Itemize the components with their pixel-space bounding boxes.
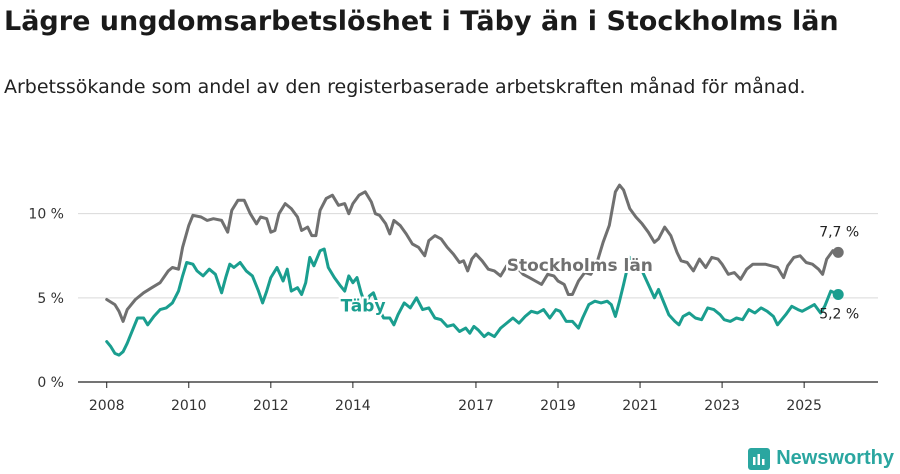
brand-name: Newsworthy (776, 447, 894, 469)
x-tick-label: 2017 (458, 398, 494, 414)
gridlines (78, 213, 878, 299)
x-axis: 2008 2010 2012 2014 2017 2019 2021 2023 2025 (78, 381, 878, 414)
x-tick-label: 2014 (335, 398, 371, 414)
x-tick-label: 2025 (786, 398, 822, 414)
series-label-stockholm: Stockholms län (507, 256, 653, 276)
y-tick-label: 5 % (37, 291, 64, 307)
series-label-taby: Täby (341, 296, 386, 316)
end-point-taby (832, 288, 844, 300)
x-tick-label: 2008 (89, 398, 125, 414)
page-subtitle: Arbetssökande som andel av den registerb… (4, 76, 806, 98)
y-tick-label: 10 % (28, 207, 64, 223)
end-label-stockholm: 7,7 % (819, 224, 859, 240)
newsworthy-logo-icon (748, 447, 771, 470)
x-tick-label: 2019 (540, 398, 576, 414)
x-tick-label: 2012 (253, 398, 289, 414)
x-tick-label: 2023 (704, 398, 740, 414)
end-label-taby: 5,2 % (819, 306, 859, 322)
series-labels: 7,7 % 5,2 % Stockholms län Täby (339, 224, 860, 322)
y-tick-label: 0 % (37, 375, 64, 391)
end-point-stockholm (832, 246, 844, 258)
x-tick-label: 2010 (171, 398, 207, 414)
newsworthy-logo: Newsworthy (748, 447, 894, 470)
page-title: Lägre ungdomsarbetslöshet i Täby än i St… (4, 6, 839, 37)
y-axis-ticks: 0 % 5 % 10 % (28, 207, 64, 391)
series-line-taby (105, 247, 840, 357)
series-line-stockholm (105, 183, 840, 323)
x-tick-label: 2021 (622, 398, 658, 414)
series-lines (105, 183, 844, 357)
